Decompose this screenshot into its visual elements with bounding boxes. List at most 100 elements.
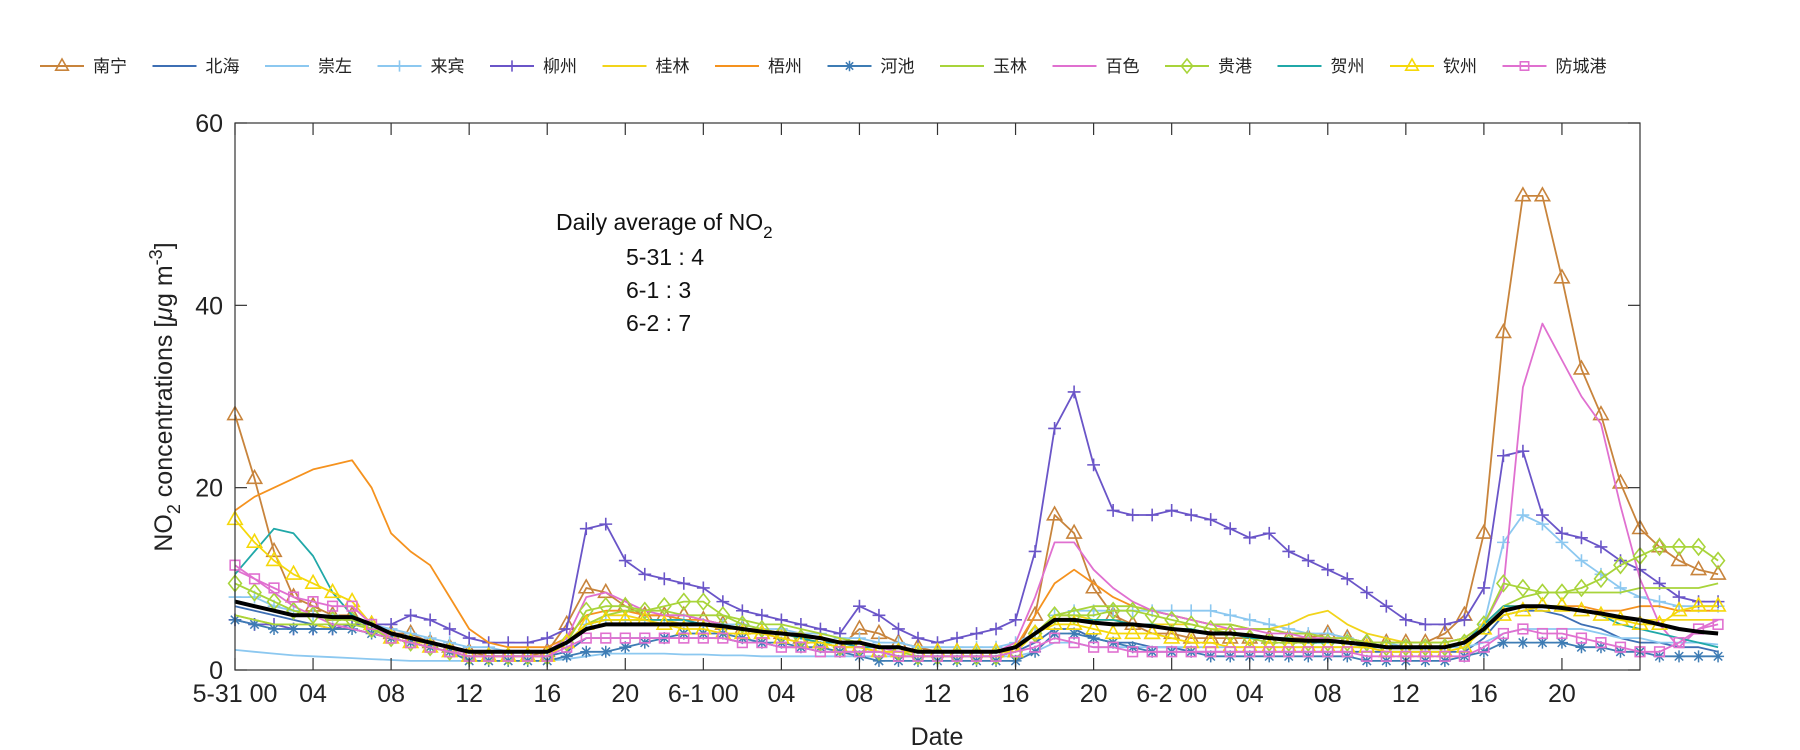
data-point [248,618,261,631]
data-point [305,606,321,625]
x-tick-label: 20 [611,680,639,708]
data-point [1146,646,1158,658]
data-point [814,646,827,658]
data-point [1572,359,1591,375]
data-point [697,632,709,644]
legend-label: 百色 [1106,57,1140,77]
data-point [1026,605,1044,621]
data-point [853,646,866,658]
data-point [1653,646,1666,658]
legend-marker [54,57,70,71]
data-point [1126,508,1140,522]
data-point [1145,508,1159,522]
data-point [639,632,651,644]
data-point [1418,618,1432,631]
data-point [773,624,789,643]
data-point [462,631,476,645]
data-point [834,646,846,658]
data-point [676,592,692,611]
data-point [892,622,905,636]
data-point [1574,578,1589,598]
data-point [1553,268,1571,284]
data-point [755,608,769,622]
data-point [1163,628,1181,644]
x-tick-label: 12 [455,680,483,708]
data-point [1341,646,1353,658]
data-point [265,541,283,558]
legend-item: 河池 [827,57,915,77]
data-point [1143,623,1161,640]
data-point [1439,650,1451,662]
legend-label: 防城港 [1556,57,1607,77]
data-point [775,641,787,653]
data-point [1673,637,1685,649]
data-point [284,564,303,580]
data-point [580,645,593,658]
legend-marker [1404,57,1420,71]
data-point [1283,646,1295,658]
data-point [245,468,264,485]
data-point [716,595,730,609]
data-point [1065,614,1083,631]
data-point [1068,627,1081,640]
data-point [1457,613,1471,627]
data-point [1322,646,1334,658]
data-point [1066,606,1082,625]
x-tick-label: 16 [1002,680,1030,708]
x-tick-label: 04 [1236,680,1264,708]
annotation-line-1: 5-31 : 4 [626,244,704,270]
data-point [1555,526,1569,540]
legend-label: 河池 [881,57,915,77]
data-point [287,622,300,635]
y-axis-label: NO2 concentrations [μg m-3] [146,242,184,551]
data-point [268,582,280,594]
data-point [1380,650,1392,662]
data-point [1536,627,1549,640]
x-tick-label: 08 [377,680,405,708]
data-point [1361,650,1373,662]
data-point [1046,505,1064,521]
data-point [1516,508,1530,522]
series-layer [226,186,1727,667]
x-tick-label: 16 [533,680,561,708]
data-point [715,606,731,625]
data-point [1712,650,1725,663]
data-point [1009,613,1022,627]
series-average [234,599,1719,654]
data-point [1592,405,1610,421]
legend-label: 玉林 [993,57,1027,77]
data-point [736,637,748,649]
data-point [1556,627,1568,640]
x-tick-label: 12 [1392,680,1420,708]
y-tick-label: 20 [195,475,223,503]
legend-label: 贺州 [1331,57,1365,77]
series-line [234,564,1719,658]
data-point [1475,523,1493,539]
legend-label: 北海 [206,57,240,77]
data-point [1712,618,1724,631]
data-point [658,632,670,644]
series-e799bee889b2 [234,322,1719,653]
data-point [1497,449,1510,463]
data-point [1243,531,1257,545]
data-point [1124,623,1142,640]
data-point [1652,537,1667,557]
data-point [1613,555,1628,575]
data-point [1670,550,1688,567]
data-point [245,532,264,548]
data-point [1477,581,1491,595]
data-point [1185,646,1197,658]
legend-item: 南宁 [40,57,127,77]
legend-item: 防城港 [1502,57,1607,77]
legend-label: 来宾 [431,57,465,77]
legend-marker [1180,57,1194,75]
x-tick-label: 5-31 00 [193,680,278,708]
data-point [1593,569,1609,589]
data-point [579,522,593,536]
data-point [1104,623,1122,640]
data-point [1536,508,1549,522]
data-point [678,632,690,644]
data-point [1710,551,1726,570]
data-point [1476,615,1492,634]
data-point [1417,637,1433,657]
